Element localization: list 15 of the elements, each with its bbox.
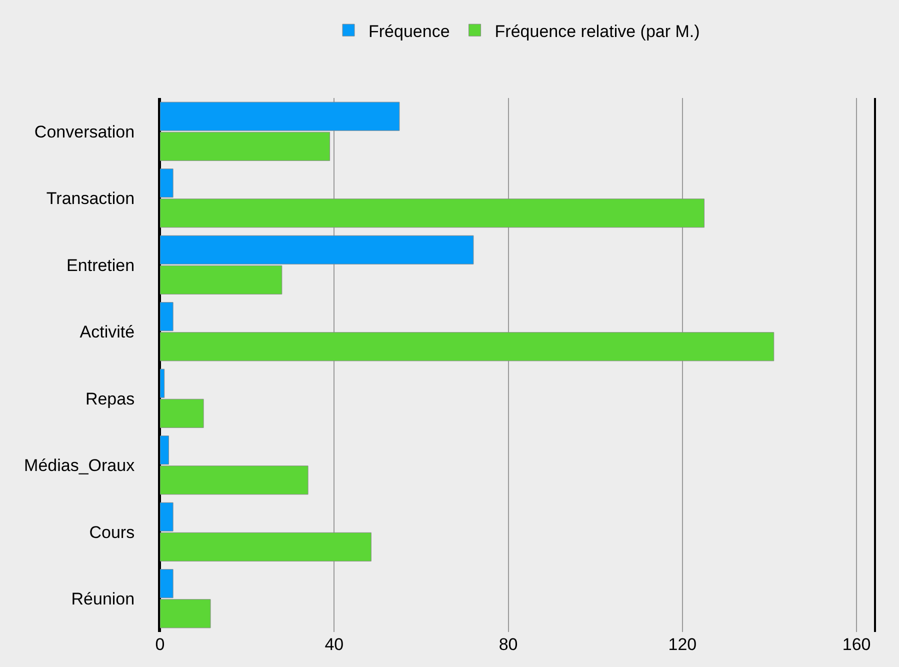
y-tick-label: Entretien xyxy=(66,256,135,275)
y-tick-label: Conversation xyxy=(34,122,135,142)
y-tick-label: Réunion xyxy=(71,590,135,609)
x-tick-label: 40 xyxy=(324,635,344,654)
legend-label: Fréquence relative (par M.) xyxy=(494,22,700,41)
y-tick-label: Médias_Oraux xyxy=(24,456,136,476)
x-tick-label: 160 xyxy=(842,635,871,654)
y-tick-label: Activité xyxy=(80,322,135,342)
x-tick-label: 80 xyxy=(498,635,518,654)
legend-label: Fréquence xyxy=(368,22,450,41)
y-tick-label: Repas xyxy=(85,389,135,408)
y-tick-label: Transaction xyxy=(46,189,135,208)
x-tick-label: 0 xyxy=(155,635,165,654)
y-tick-label: Cours xyxy=(89,522,135,542)
x-tick-label: 120 xyxy=(668,635,697,654)
